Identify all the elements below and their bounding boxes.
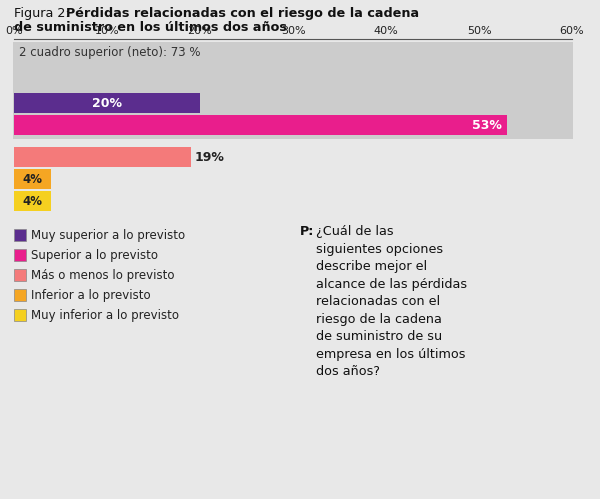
- Text: de suministro en los últimos dos años: de suministro en los últimos dos años: [14, 21, 287, 34]
- Bar: [14, 169, 51, 189]
- Text: 0%: 0%: [5, 26, 23, 36]
- Text: 4%: 4%: [23, 173, 43, 186]
- Bar: [14, 309, 26, 321]
- Text: 20%: 20%: [92, 96, 122, 109]
- Bar: [14, 249, 26, 261]
- Text: Pérdidas relacionadas con el riesgo de la cadena: Pérdidas relacionadas con el riesgo de l…: [66, 7, 419, 20]
- Text: P:: P:: [300, 225, 314, 238]
- Text: Inferior a lo previsto: Inferior a lo previsto: [31, 288, 151, 301]
- Bar: [14, 269, 26, 281]
- Text: 53%: 53%: [472, 118, 502, 132]
- Text: 50%: 50%: [467, 26, 491, 36]
- Text: 20%: 20%: [188, 26, 212, 36]
- Text: 30%: 30%: [281, 26, 305, 36]
- Text: 60%: 60%: [560, 26, 584, 36]
- Bar: [14, 115, 507, 135]
- Text: Superior a lo previsto: Superior a lo previsto: [31, 249, 158, 261]
- Bar: [13, 42, 573, 139]
- Bar: [14, 229, 26, 241]
- Text: 19%: 19%: [194, 151, 224, 164]
- Bar: [14, 289, 26, 301]
- Text: 4%: 4%: [23, 195, 43, 208]
- Text: 2 cuadro superior (neto): 73 %: 2 cuadro superior (neto): 73 %: [19, 46, 200, 59]
- Bar: [14, 147, 191, 167]
- Text: 40%: 40%: [374, 26, 398, 36]
- Text: Muy inferior a lo previsto: Muy inferior a lo previsto: [31, 308, 179, 321]
- Text: ¿Cuál de las
siguientes opciones
describe mejor el
alcance de las pérdidas
relac: ¿Cuál de las siguientes opciones describ…: [316, 225, 467, 378]
- Text: 10%: 10%: [95, 26, 119, 36]
- Bar: [14, 191, 51, 211]
- Bar: [14, 93, 200, 113]
- Text: Muy superior a lo previsto: Muy superior a lo previsto: [31, 229, 185, 242]
- Text: Más o menos lo previsto: Más o menos lo previsto: [31, 268, 175, 281]
- Text: Figura 2:: Figura 2:: [14, 7, 74, 20]
